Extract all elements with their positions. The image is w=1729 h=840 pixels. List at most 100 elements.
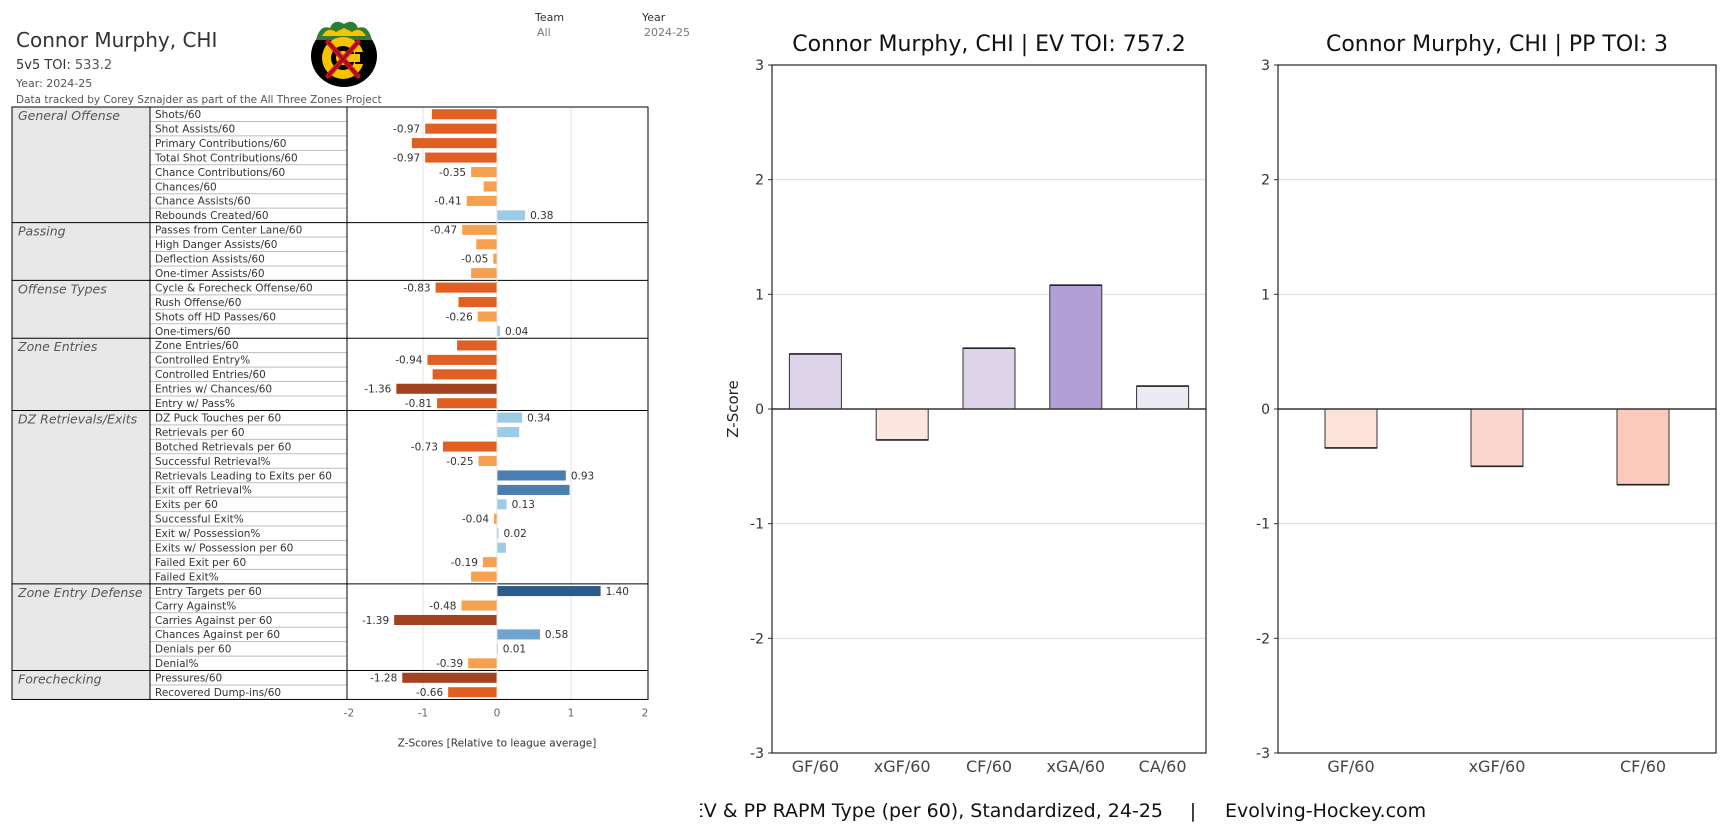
metric-label: Deflection Assists/60 — [155, 254, 265, 266]
year-line: Year: 2024-25 — [16, 77, 93, 90]
plot-frame — [1277, 64, 1717, 754]
metric-bar — [435, 282, 497, 293]
metric-bar — [493, 253, 497, 264]
footer-left: EV & PP RAPM Type (per 60), Standardized… — [700, 800, 1163, 822]
metric-label: Entries w/ Chances/60 — [155, 384, 272, 396]
toi-line: 5v5 TOI: 533.2 — [16, 58, 112, 73]
metric-bar — [437, 398, 497, 409]
x-tick-label: CA/60 — [1139, 757, 1187, 776]
metric-bar — [497, 499, 507, 510]
metric-value-label: -0.66 — [416, 687, 443, 699]
metric-value-label: -0.04 — [462, 514, 489, 526]
x-tick-label: -2 — [344, 707, 354, 719]
metric-bar — [497, 325, 500, 336]
metric-bar — [476, 239, 497, 250]
rapm-bar — [1049, 284, 1103, 410]
team-filter-value[interactable]: All — [537, 26, 551, 39]
metric-bar — [468, 658, 497, 669]
team-filter-label: Team — [535, 11, 565, 24]
metric-bar — [427, 354, 497, 365]
y-tick-label: -1 — [750, 517, 764, 533]
y-axis-label: Z-Score — [724, 380, 742, 437]
metric-bar — [462, 224, 497, 235]
metric-bar — [477, 311, 497, 322]
y-tick-label: 1 — [755, 287, 764, 303]
metric-bar — [471, 571, 497, 582]
metric-bar — [461, 600, 497, 611]
x-tick-label: xGA/60 — [1047, 757, 1106, 776]
x-tick-label: xGF/60 — [874, 757, 931, 776]
group-label: Zone Entry Defense — [17, 585, 143, 600]
metric-value-label: -0.94 — [395, 355, 422, 367]
metric-value-label: -0.25 — [446, 456, 473, 468]
y-tick-label: 2 — [1261, 173, 1270, 189]
metric-label: Controlled Entry% — [155, 355, 250, 367]
metric-value-label: -0.97 — [393, 152, 420, 164]
x-tick-label: CF/60 — [1620, 757, 1666, 776]
rapm-bar — [875, 408, 929, 441]
group-label-column — [12, 107, 150, 700]
metric-value-label: 0.04 — [505, 326, 529, 338]
metric-label: Shots off HD Passes/60 — [155, 311, 276, 323]
metric-value-label: 1.40 — [606, 586, 629, 598]
metric-bar — [471, 268, 497, 279]
metric-label: Denials per 60 — [155, 644, 231, 656]
tracking-bar-chart: General Offense Shots/60 Shot Assists/60 -0… — [11, 106, 649, 749]
team-filter[interactable]: Team All — [535, 11, 564, 39]
metric-bar — [497, 427, 520, 438]
metric-bar — [396, 383, 497, 394]
metric-value-label: -0.48 — [429, 600, 456, 612]
rapm-chart-title: Connor Murphy, CHI | EV TOI: 757.2 — [792, 32, 1185, 57]
metric-label: Cycle & Forecheck Offense/60 — [155, 282, 313, 294]
y-tick-label: -3 — [750, 746, 764, 762]
metric-label: Carries Against per 60 — [155, 615, 272, 627]
metric-value-label: 0.01 — [503, 644, 526, 656]
y-tick-label: 0 — [1261, 402, 1270, 418]
data-credit: Data tracked by Corey Sznajder as part o… — [16, 94, 382, 106]
toi-label: 5v5 TOI: — [16, 58, 71, 73]
x-tick-label: 1 — [568, 707, 575, 719]
metric-label: Rebounds Created/60 — [155, 210, 269, 222]
x-tick-label: GF/60 — [792, 757, 839, 776]
x-tick-label: xGF/60 — [1469, 757, 1526, 776]
metric-bar — [442, 441, 497, 452]
player-name: Connor Murphy, CHI — [16, 28, 218, 52]
rapm-bar — [788, 353, 842, 410]
group-label: DZ Retrievals/Exits — [18, 411, 138, 426]
metric-value-label: -0.41 — [434, 196, 461, 208]
metric-value-label: 0.34 — [527, 412, 551, 424]
footer-right: Evolving-Hockey.com — [1225, 800, 1426, 822]
metric-bar — [497, 210, 526, 221]
toi-value: 533.2 — [74, 58, 113, 73]
chicago-blackhawks-logo-icon — [311, 21, 377, 87]
metric-value-label: -0.47 — [430, 225, 457, 237]
metric-value-label: -0.35 — [439, 167, 466, 179]
metric-value-label: 0.02 — [503, 528, 526, 540]
metric-value-label: -0.19 — [451, 557, 478, 569]
metric-bar — [425, 152, 497, 163]
y-tick-label: 3 — [1261, 58, 1270, 74]
metric-bar — [497, 586, 601, 597]
metric-bar — [497, 412, 523, 423]
group-label: Offense Types — [18, 281, 107, 296]
metric-bar — [497, 484, 570, 495]
rapm-bar — [1324, 408, 1378, 449]
metric-value-label: -0.83 — [403, 282, 430, 294]
y-tick-label: 0 — [755, 402, 764, 418]
footer-separator: | — [1190, 800, 1196, 822]
year-filter[interactable]: Year 2024-25 — [642, 11, 690, 39]
y-tick-label: 3 — [755, 58, 764, 74]
metric-label: Recovered Dump-ins/60 — [155, 687, 281, 699]
x-tick-label: -1 — [418, 707, 428, 719]
metric-value-label: -0.73 — [411, 441, 438, 453]
metric-label: DZ Puck Touches per 60 — [155, 412, 281, 424]
metric-label: Controlled Entries/60 — [155, 369, 266, 381]
metric-bar — [497, 542, 506, 553]
y-tick-label: -2 — [1256, 631, 1270, 647]
year-filter-value[interactable]: 2024-25 — [644, 26, 690, 39]
metric-label: Denial% — [155, 658, 198, 670]
metric-value-label: 0.13 — [512, 499, 535, 511]
metric-bar — [448, 687, 497, 698]
rapm-bar — [962, 347, 1016, 410]
metric-label: Successful Exit% — [155, 514, 244, 526]
